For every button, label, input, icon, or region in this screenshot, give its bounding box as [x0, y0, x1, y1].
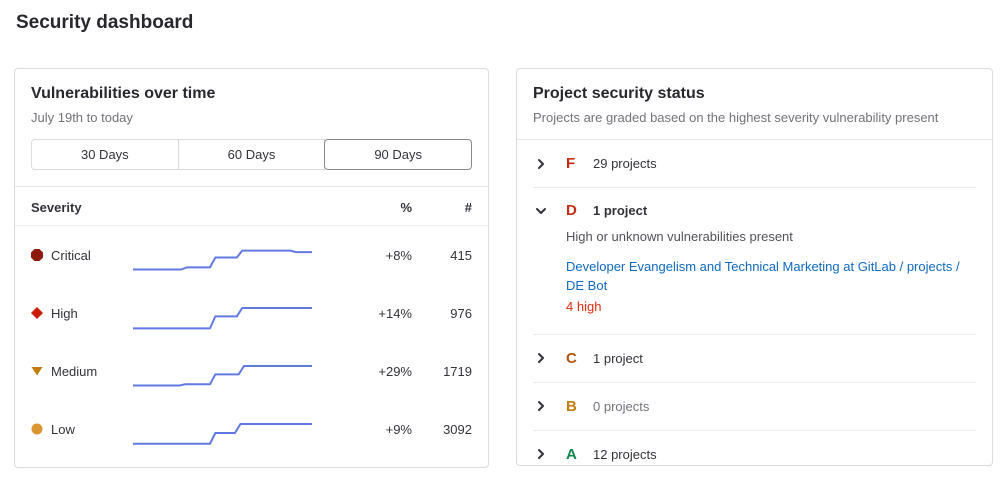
chevron-right-icon: [533, 156, 549, 172]
percent-change: +14%: [354, 306, 412, 321]
severity-row-critical: Critical +8% 415: [15, 226, 488, 284]
project-security-status-panel: Project security status Projects are gra…: [516, 68, 993, 466]
severity-critical-icon: [31, 249, 43, 261]
sparkline-critical: [133, 244, 312, 274]
chevron-right-icon: [533, 446, 549, 462]
severity-medium-icon: [31, 365, 43, 377]
grade-count-label: 12 projects: [593, 447, 657, 462]
severity-table-header: Severity % #: [15, 187, 488, 225]
project-status-subtitle: Projects are graded based on the highest…: [533, 110, 976, 125]
vulnerability-count: 976: [412, 306, 472, 321]
severity-row-medium: Medium +29% 1719: [15, 342, 488, 400]
grade-letter-b: B: [566, 398, 580, 415]
sparkline-low: [133, 418, 312, 448]
severity-label: High: [51, 306, 78, 321]
date-range-label: July 19th to today: [31, 110, 472, 125]
severity-label: Low: [51, 422, 75, 437]
severity-label: Critical: [51, 248, 91, 263]
grade-letter-c: C: [566, 350, 580, 367]
grade-d-details: High or unknown vulnerabilities present …: [566, 229, 976, 334]
chevron-down-icon: [533, 203, 549, 219]
percent-change: +9%: [354, 422, 412, 437]
severity-label: Medium: [51, 364, 97, 379]
column-header-percent: %: [354, 200, 412, 215]
column-header-severity: Severity: [31, 200, 127, 215]
grade-count-label: 1 project: [593, 351, 643, 366]
severity-low-icon: [31, 423, 43, 435]
severity-row-low: Low +9% 3092: [15, 400, 488, 458]
vulnerability-count: 415: [412, 248, 472, 263]
project-status-title: Project security status: [533, 85, 976, 103]
grade-row-b[interactable]: B 0 projects: [533, 383, 976, 430]
grade-row-a[interactable]: A 12 projects: [533, 431, 976, 478]
grade-count-label: 29 projects: [593, 156, 657, 171]
grade-row-c[interactable]: C 1 project: [533, 335, 976, 382]
chevron-right-icon: [533, 398, 549, 414]
vulnerability-count: 1719: [412, 364, 472, 379]
percent-change: +29%: [354, 364, 412, 379]
vulnerabilities-panel-title: Vulnerabilities over time: [31, 85, 472, 103]
vulnerabilities-panel: Vulnerabilities over time July 19th to t…: [14, 68, 489, 468]
project-vulnerability-count: 4 high: [566, 299, 976, 314]
vulnerability-count: 3092: [412, 422, 472, 437]
page-title: Security dashboard: [16, 12, 193, 34]
grade-letter-f: F: [566, 155, 580, 172]
grade-row-f[interactable]: F 29 projects: [533, 140, 976, 187]
chevron-right-icon: [533, 350, 549, 366]
project-link[interactable]: Developer Evangelism and Technical Marke…: [566, 258, 970, 296]
percent-change: +8%: [354, 248, 412, 263]
severity-high-icon: [31, 307, 43, 319]
sparkline-high: [133, 302, 312, 332]
filter-90-days-button[interactable]: 90 Days: [324, 139, 472, 170]
filter-30-days-button[interactable]: 30 Days: [31, 139, 179, 170]
sparkline-medium: [133, 360, 312, 390]
grade-letter-d: D: [566, 202, 580, 219]
filter-60-days-button[interactable]: 60 Days: [178, 139, 326, 170]
grade-count-label: 0 projects: [593, 399, 649, 414]
day-filter-group: 30 Days 60 Days 90 Days: [31, 139, 472, 170]
grade-letter-a: A: [566, 446, 580, 463]
grade-count-label: 1 project: [593, 203, 647, 218]
grade-description: High or unknown vulnerabilities present: [566, 229, 976, 244]
severity-row-high: High +14% 976: [15, 284, 488, 342]
grade-row-d[interactable]: D 1 project: [533, 188, 976, 227]
column-header-count: #: [412, 200, 472, 215]
